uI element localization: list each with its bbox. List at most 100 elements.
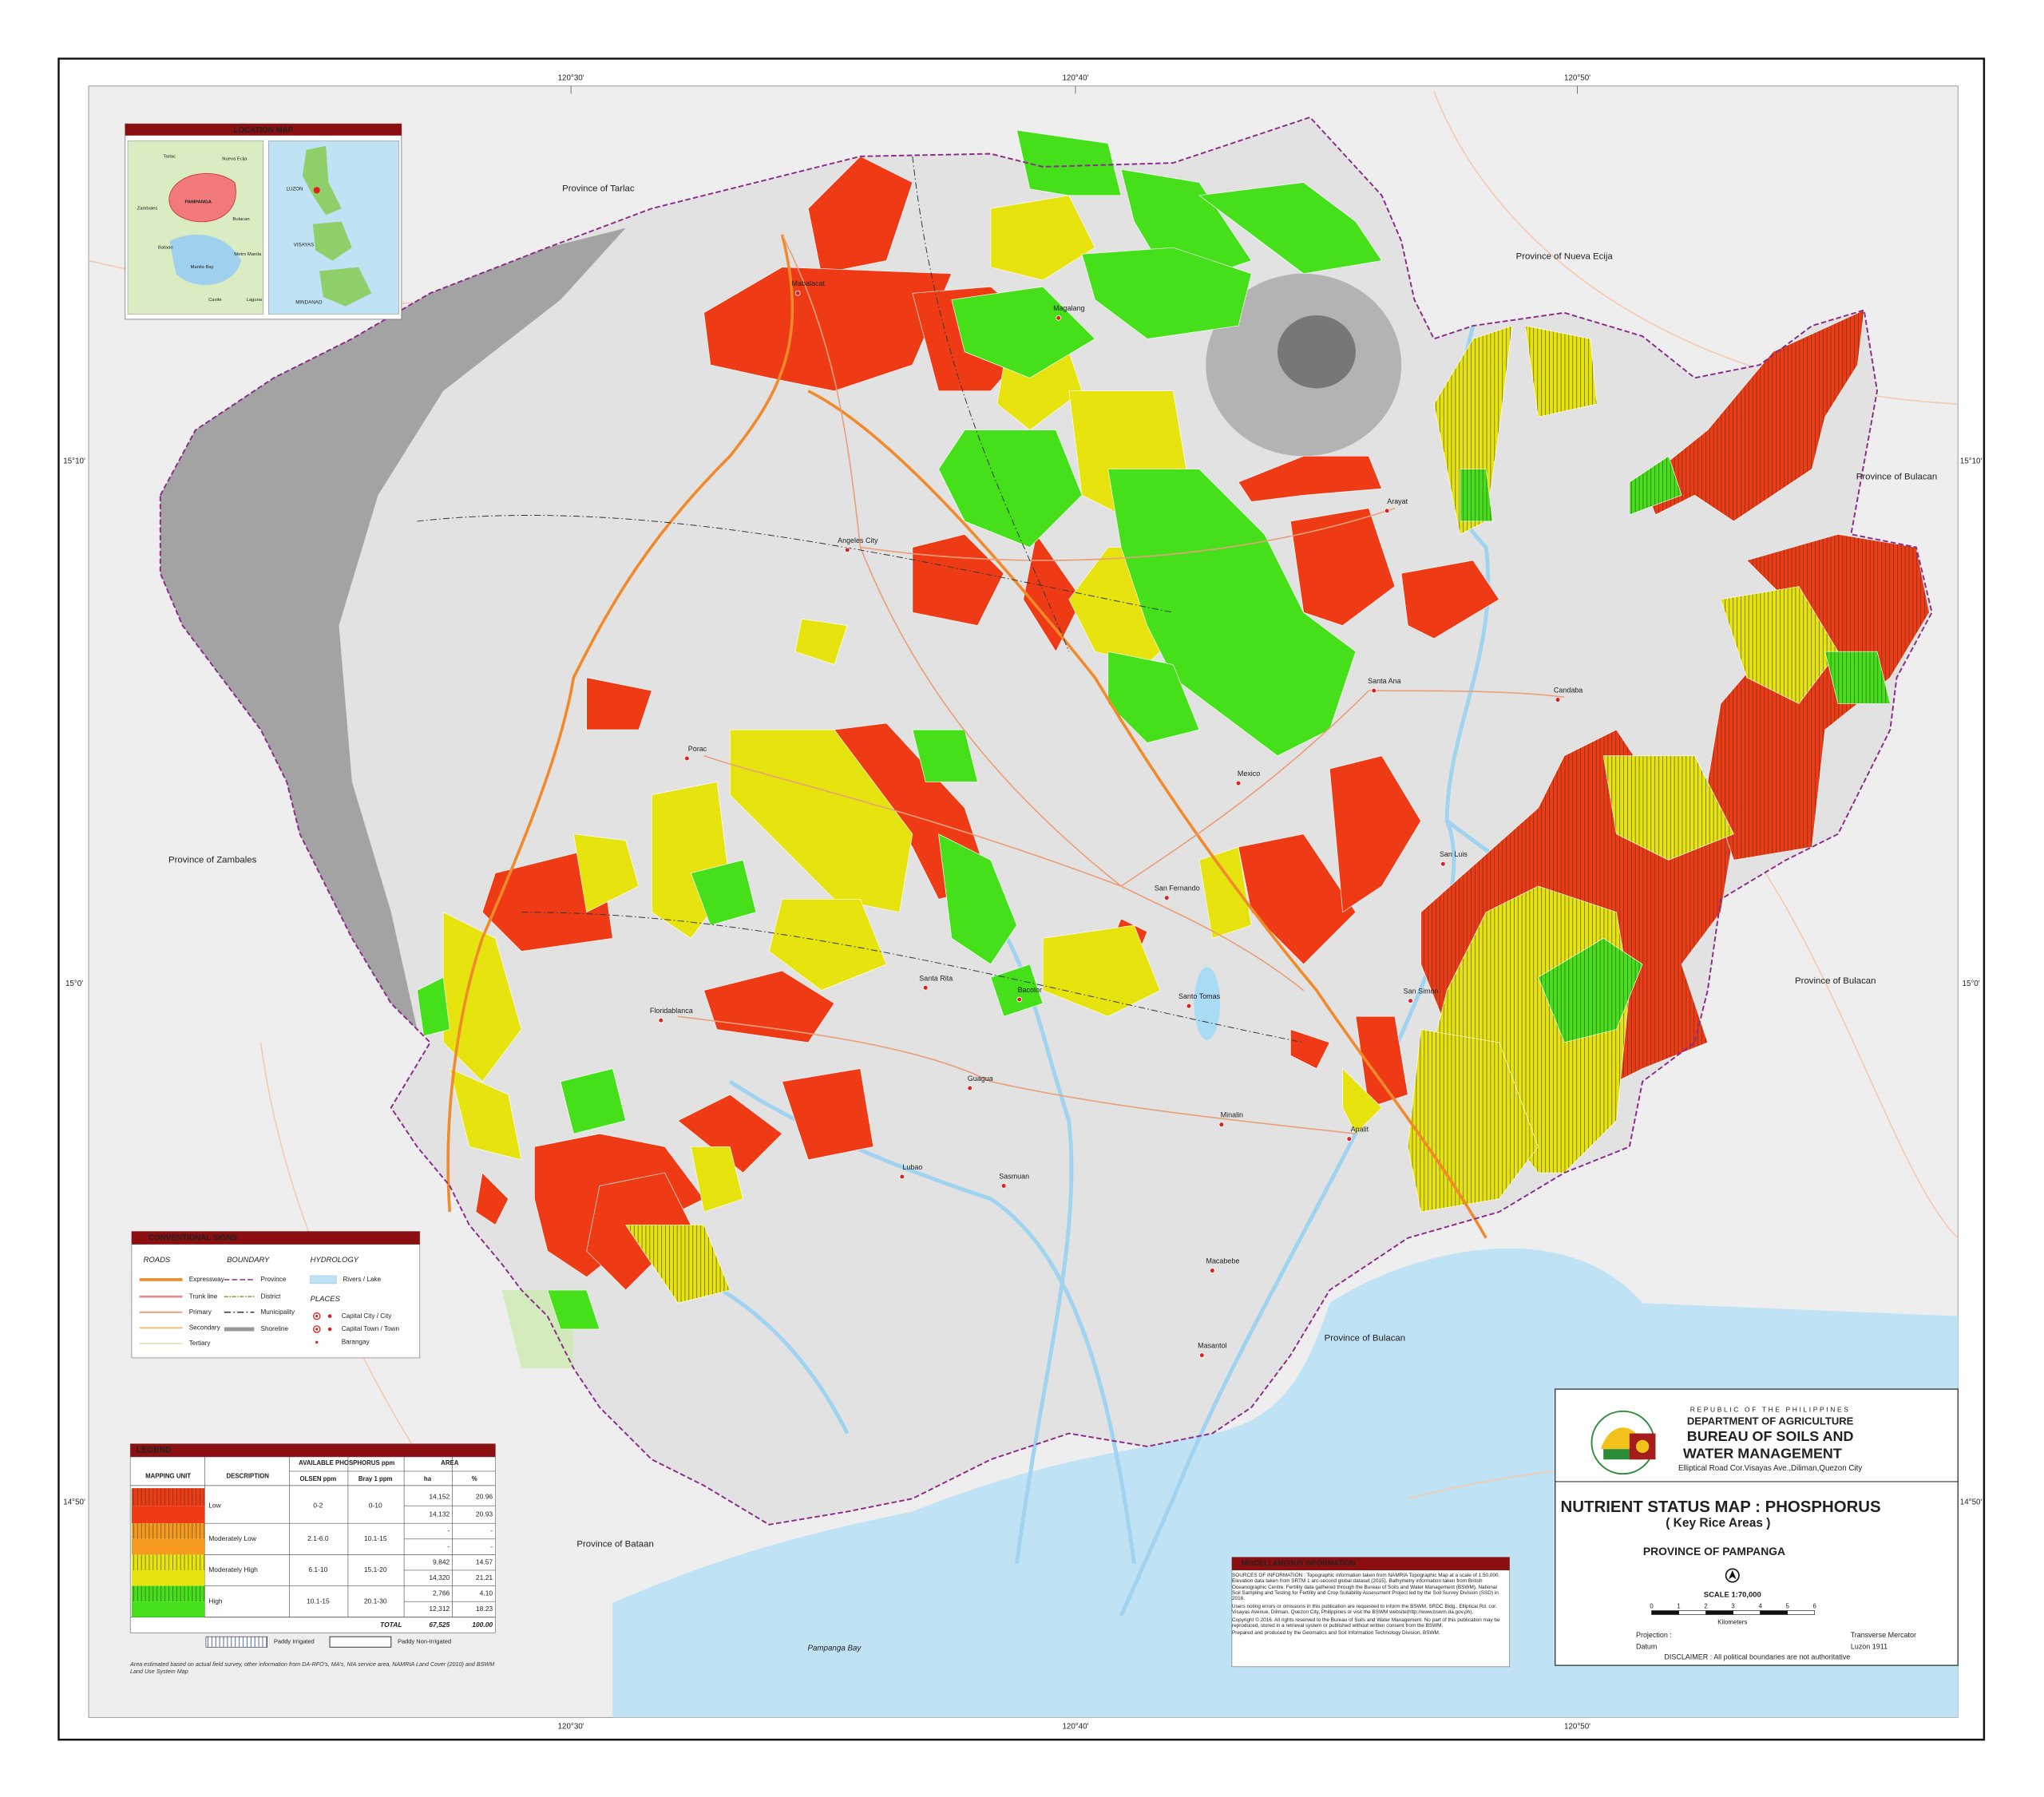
place-marker <box>1198 1352 1205 1358</box>
legend-swatch-irrigated <box>131 1523 205 1539</box>
inset-label: Cavite <box>208 298 222 303</box>
place-marker <box>794 290 801 296</box>
legend-olsen: 10.1-15 <box>307 1597 330 1605</box>
signs-item: Capital Town / Town <box>342 1325 399 1332</box>
place-label: Floridablanca <box>650 1007 693 1015</box>
inset-label: Nueva Ecija <box>222 157 248 162</box>
mountain-relief <box>160 228 626 1030</box>
signs-item: Secondary <box>189 1324 221 1332</box>
place-label: Guagua <box>968 1075 993 1083</box>
province-label: Province of Bulacan <box>1325 1333 1405 1343</box>
inset-luzon <box>302 145 342 216</box>
legend-swatch-irrigated <box>131 1554 205 1570</box>
legend-area-ha: 9,842 <box>433 1558 450 1565</box>
scale-tick-label: 2 <box>1704 1603 1707 1610</box>
legend-area-pct: 20.96 <box>476 1492 493 1500</box>
place-label: San Fernando <box>1155 885 1200 893</box>
place-marker <box>1218 1122 1225 1128</box>
legend-area-pct: 21.21 <box>476 1573 493 1581</box>
legend-title-bar <box>130 1443 496 1457</box>
legend-note: Area estimated based on actual field sur… <box>130 1660 495 1675</box>
place-marker <box>1000 1183 1007 1189</box>
place-marker <box>1371 687 1377 694</box>
signs-item: Shoreline <box>261 1325 289 1332</box>
graticule-label: 15°0' <box>1963 980 1980 988</box>
inset-title-bar <box>125 124 402 136</box>
legend-subheader: OLSEN ppm <box>300 1475 337 1482</box>
inset-label: Laguna <box>247 298 263 303</box>
signs-box <box>131 1231 421 1359</box>
nutrient-area <box>572 833 640 913</box>
place-marker <box>658 1017 664 1023</box>
paddy-label: Paddy Non-Irrigated <box>398 1638 451 1645</box>
datum-label: Datum <box>1636 1643 1657 1651</box>
signs-heading: BOUNDARY <box>227 1256 270 1265</box>
province-label: Province of Tarlac <box>562 184 635 194</box>
nutrient-area <box>1107 651 1200 743</box>
place-symbol <box>315 1340 319 1344</box>
legend-bray: 15.1-20 <box>364 1565 387 1573</box>
graticule-label: 120°50' <box>1564 74 1590 83</box>
misc-information-text: SOURCES OF INFORMATION : Topographic inf… <box>1232 1573 1506 1664</box>
nutrient-area <box>1016 129 1122 196</box>
legend-swatch-non-irrigated <box>131 1506 205 1524</box>
nutrient-area <box>1602 755 1734 861</box>
bureau-label: BUREAU OF SOILS AND <box>1687 1428 1854 1444</box>
place-marker <box>1440 861 1446 867</box>
inset-visayas <box>312 221 352 261</box>
graticule-label: 120°30' <box>558 74 584 83</box>
legend-total-label: TOTAL <box>380 1621 402 1629</box>
scale-tick-label: 1 <box>1677 1603 1680 1610</box>
nutrient-area <box>1720 586 1839 704</box>
place-marker <box>967 1085 973 1091</box>
place-marker <box>1016 996 1023 1003</box>
place-marker <box>1346 1136 1353 1142</box>
nutrient-area <box>807 156 913 275</box>
place-label: Mexico <box>1238 770 1260 778</box>
misc-paragraph: Users noting errors or omissions in this… <box>1232 1603 1497 1616</box>
place-marker <box>1056 315 1062 321</box>
legend-title: LEGEND <box>137 1446 172 1455</box>
map-title: NUTRIENT STATUS MAP : PHOSPHORUS <box>1561 1498 1881 1516</box>
legend-header: MAPPING UNIT <box>145 1473 191 1480</box>
graticule-label: 14°50' <box>63 1498 85 1507</box>
legend-area-pct: 4.10 <box>480 1589 493 1597</box>
signs-item: Barangay <box>342 1338 370 1345</box>
nutrient-area <box>1198 846 1252 939</box>
legend-area-ha: 12,312 <box>429 1605 450 1613</box>
signs-title-bar <box>131 1231 420 1245</box>
nutrient-area <box>1355 1015 1408 1108</box>
legend-area-pct: 20.93 <box>476 1510 493 1518</box>
expressway <box>446 234 794 1213</box>
expressway <box>807 390 1487 1239</box>
legend-description: Moderately Low <box>208 1534 257 1542</box>
mount-arayat-peak <box>1278 315 1356 389</box>
legend-subheader: Bray 1 ppm <box>358 1475 393 1482</box>
north-arrow-head <box>1728 1569 1737 1580</box>
legend-area-ha: 2,766 <box>433 1589 450 1597</box>
place-label: Minalin <box>1221 1111 1243 1119</box>
nutrient-area <box>951 286 1095 378</box>
legend-description: High <box>208 1597 223 1605</box>
place-marker <box>1555 697 1561 703</box>
place-label: Santa Ana <box>1368 677 1400 685</box>
legend-swatch-irrigated <box>131 1488 205 1506</box>
scale-label: SCALE 1:70,000 <box>1704 1590 1761 1599</box>
place-marker <box>1384 508 1390 514</box>
legend-total-ha: 67,525 <box>429 1621 450 1629</box>
place-marker <box>684 755 690 762</box>
nutrient-area <box>990 964 1044 1017</box>
nutrient-area <box>690 859 757 926</box>
signs-item: Rivers / Lake <box>343 1276 381 1283</box>
place-label: Arayat <box>1387 497 1408 505</box>
scale-tick-label: 0 <box>1650 1603 1654 1610</box>
place-label: Macabebe <box>1206 1257 1239 1265</box>
scale-segment <box>1760 1610 1788 1615</box>
place-label: San Simon <box>1404 988 1439 995</box>
nutrient-area <box>782 1068 874 1161</box>
place-label: Magalang <box>1053 304 1084 312</box>
legend-swatch-non-irrigated <box>131 1538 205 1555</box>
legend-description: Low <box>208 1501 221 1509</box>
nutrient-area <box>1107 469 1357 757</box>
